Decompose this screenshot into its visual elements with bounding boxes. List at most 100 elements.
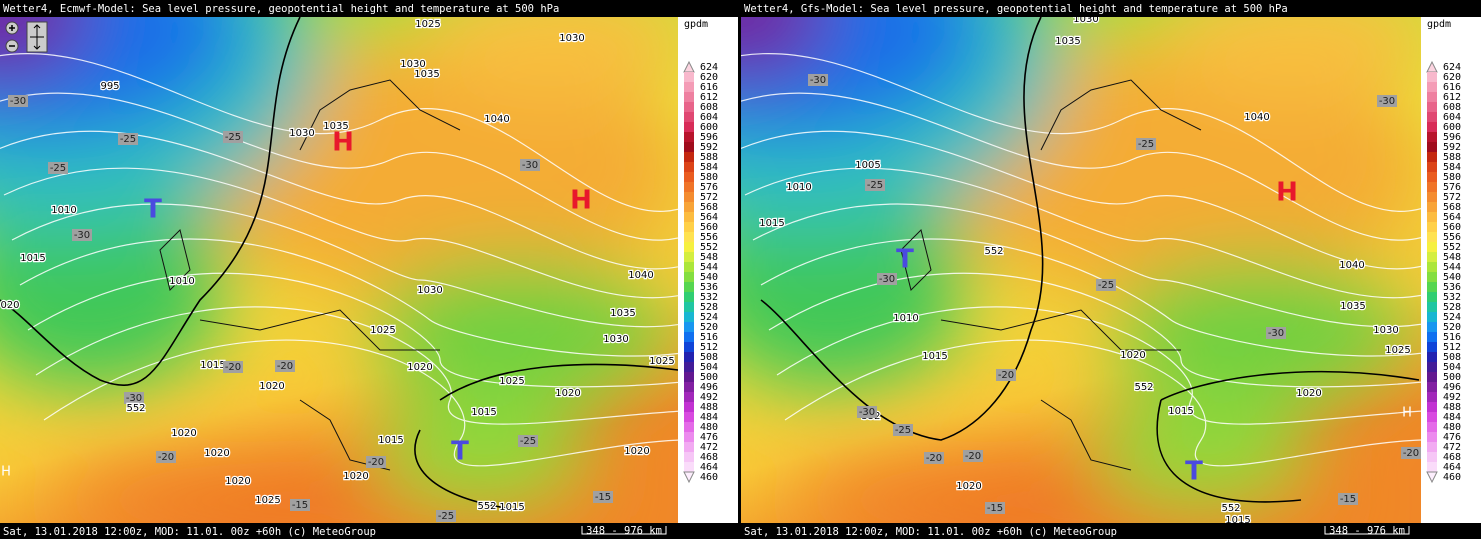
panel: HHTTH10251030995103010351030103510401010…	[0, 0, 738, 539]
scale-bar	[581, 526, 667, 535]
legend-label: 596	[700, 132, 718, 143]
legend-swatch	[1427, 302, 1437, 312]
legend-swatch	[684, 172, 694, 182]
panel-title: Wetter4, Ecmwf-Model: Sea level pressure…	[3, 3, 559, 15]
legend-swatch	[684, 202, 694, 212]
isobar-label: 1040	[628, 270, 653, 281]
legend-label: 564	[1443, 212, 1461, 223]
legend-swatch	[1427, 282, 1437, 292]
legend-swatch	[1427, 162, 1437, 172]
legend-label: 552	[1443, 242, 1461, 253]
low-pressure-label: T	[451, 437, 469, 467]
legend-swatch	[684, 362, 694, 372]
label-box	[857, 406, 877, 418]
coastline	[159, 79, 461, 471]
legend-label: 584	[1443, 162, 1461, 173]
label-box	[593, 491, 613, 503]
legend-label: 612	[700, 92, 718, 103]
legend-swatch	[684, 372, 694, 382]
title-bar	[0, 0, 738, 17]
isobar-label: 1025	[370, 325, 395, 336]
legend-label: 532	[700, 292, 718, 303]
isolines	[741, 53, 1421, 467]
isobar-label: 1020	[204, 448, 229, 459]
legend-label: 520	[700, 322, 718, 333]
temperature-label: -20	[366, 456, 386, 468]
legend-swatch	[683, 471, 695, 484]
isobar-label: 1020	[624, 446, 649, 457]
legend-label: 512	[1443, 342, 1461, 353]
label-box	[1266, 327, 1286, 339]
temperature-label: -30	[8, 95, 28, 107]
legend-label: 524	[1443, 312, 1461, 323]
temperature-label: -25	[223, 131, 243, 143]
legend-swatch	[1427, 242, 1437, 252]
temperature-text: -20	[1403, 448, 1419, 459]
height-field	[741, 17, 1421, 523]
legend-swatch	[684, 232, 694, 242]
legend-label: 488	[700, 402, 718, 413]
legend-swatch	[1427, 352, 1437, 362]
footer-bar	[0, 523, 738, 539]
legend-label: 524	[700, 312, 718, 323]
legend-label: 600	[700, 122, 718, 133]
isobar-label: 1020	[225, 476, 250, 487]
temperature-text: -30	[126, 393, 142, 404]
legend-swatch	[1427, 462, 1437, 472]
legend-label: 568	[700, 202, 718, 213]
isobar	[784, 339, 1421, 467]
legend-swatch	[1427, 412, 1437, 422]
legend-label: 604	[700, 112, 718, 123]
isobar	[27, 272, 678, 388]
isobar-label: 1010	[51, 205, 76, 216]
legend-label: 504	[700, 362, 718, 373]
temperature-text: -30	[879, 274, 895, 285]
contours	[760, 17, 1420, 503]
low-pressure-label: T	[896, 245, 914, 275]
legend-label: 536	[1443, 282, 1461, 293]
legend-swatch	[684, 122, 694, 132]
isobar-label: 1015	[378, 435, 403, 446]
legend-swatch	[1427, 212, 1437, 222]
height-area	[741, 17, 831, 80]
legend-swatch	[684, 162, 694, 172]
legend-swatch	[1427, 122, 1437, 132]
legend-label: 472	[700, 442, 718, 453]
temperature-text: -30	[1268, 328, 1284, 339]
isobar-label: 1030	[400, 59, 425, 70]
high-pressure-label: H	[570, 186, 592, 216]
high-pressure-label: H	[1276, 178, 1298, 208]
legend-label: 576	[1443, 182, 1461, 193]
legend-label: 572	[700, 192, 718, 203]
isobar-label: 1020	[1296, 388, 1321, 399]
legend-label: 484	[1443, 412, 1461, 423]
legend-label: 608	[1443, 102, 1461, 113]
legend-swatch	[684, 152, 694, 162]
legend-swatch	[684, 332, 694, 342]
legend-swatch	[1427, 452, 1437, 462]
legend-unit: gpdm	[684, 19, 708, 30]
temperature-text: -30	[10, 96, 26, 107]
temperature-text: -15	[1340, 494, 1356, 505]
label-box	[223, 361, 243, 373]
isobar-label: 1035	[1340, 301, 1365, 312]
legend-label: 468	[1443, 452, 1461, 463]
isobar	[760, 238, 1421, 357]
label-box	[1377, 95, 1397, 107]
legend-swatch	[684, 272, 694, 282]
isobar	[35, 306, 678, 425]
legend-label: 512	[700, 342, 718, 353]
legend-label: 600	[1443, 122, 1461, 133]
legend-swatch	[684, 442, 694, 452]
temperature-label: -25	[865, 179, 885, 191]
label-box	[436, 510, 456, 522]
legend-label: 560	[700, 222, 718, 233]
legend-label: 480	[700, 422, 718, 433]
panel-footer: Sat, 13.01.2018 12:00z, MOD: 11.01. 00z …	[744, 526, 1117, 538]
isobar-label: 1005	[855, 160, 880, 171]
legend-swatch	[1427, 382, 1437, 392]
temperature-text: -25	[50, 163, 66, 174]
legend-label: 536	[700, 282, 718, 293]
temperature-label: -25	[1136, 138, 1156, 150]
